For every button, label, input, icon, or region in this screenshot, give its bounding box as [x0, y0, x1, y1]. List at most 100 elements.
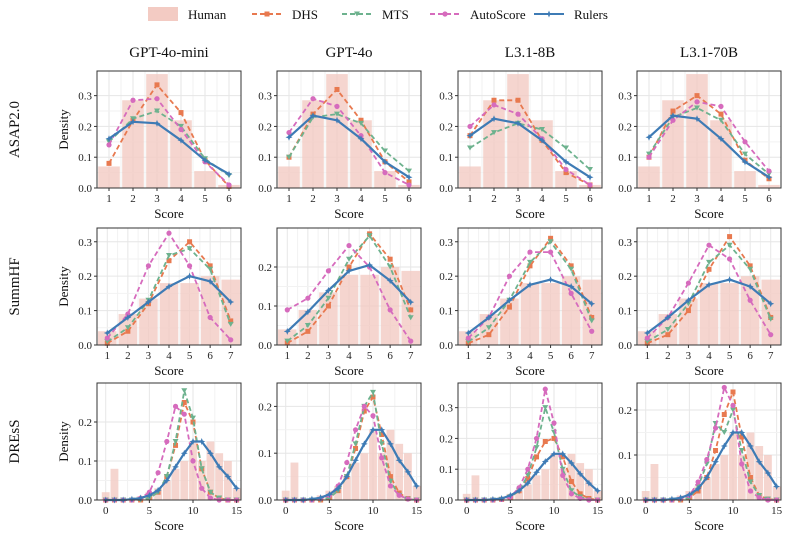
series-point-mts	[166, 253, 172, 259]
y-tick-label: 0.1	[618, 306, 632, 318]
x-tick-label: 2	[125, 350, 131, 362]
series-point-dhs	[387, 256, 393, 262]
series-point-rulers	[103, 329, 111, 337]
y-tick-label: 0.0	[439, 495, 453, 507]
series-point-mts	[407, 315, 414, 321]
series-point-mts	[181, 388, 188, 394]
x-axis-label: Score	[694, 206, 724, 221]
x-tick-label: 2	[665, 350, 671, 362]
y-tick-label: 0.2	[439, 271, 453, 283]
y-axis-label: Density	[56, 109, 71, 150]
x-tick-label: 15	[592, 505, 604, 517]
series-point-dhs	[379, 431, 385, 437]
y-tick-label: 0.0	[258, 340, 272, 352]
series-point-rulers	[559, 450, 567, 458]
series-point-autoscore	[768, 332, 774, 338]
series-point-autoscore	[568, 290, 574, 296]
human-bar	[758, 184, 780, 188]
x-tick-label: 15	[231, 505, 243, 517]
legend-label-dhs: DHS	[292, 7, 318, 22]
series-point-mts	[747, 479, 754, 485]
x-tick-label: 5	[548, 350, 554, 362]
x-tick-label: 1	[467, 193, 473, 205]
series-point-autoscore	[527, 249, 533, 255]
series-point-dhs	[670, 108, 676, 114]
series-point-rulers	[129, 118, 137, 126]
series-line-mts	[288, 113, 410, 172]
series-point-mts	[465, 339, 472, 345]
series-point-autoscore	[646, 154, 652, 160]
human-bar	[576, 463, 585, 500]
series-line-dhs	[645, 391, 777, 501]
series-point-rulers	[515, 487, 523, 495]
series-point-autoscore	[145, 263, 152, 269]
panel-asap2-0-l3-1-70b: 1 2 3 4 5 6 0.0 0.1 0.2 0.3 Score	[618, 70, 782, 221]
series-point-dhs	[568, 479, 574, 485]
human-bar	[471, 475, 480, 500]
y-tick-label: 0.3	[439, 237, 453, 249]
x-tick-label: 10	[549, 505, 561, 517]
series-point-rulers	[645, 133, 653, 141]
series-point-rulers	[317, 494, 325, 502]
x-tick-label: 5	[508, 505, 514, 517]
series-point-rulers	[215, 463, 223, 471]
human-bar	[582, 279, 601, 345]
human-bar	[360, 274, 379, 345]
series-point-autoscore	[726, 256, 733, 262]
human-bar	[541, 283, 560, 345]
series-point-rulers	[153, 119, 161, 127]
series-point-rulers	[489, 495, 497, 503]
x-tick-label: 10	[728, 505, 740, 517]
series-point-dhs	[325, 303, 331, 309]
series-point-rulers	[594, 487, 602, 495]
series-point-autoscore	[387, 307, 393, 313]
series-point-mts	[742, 151, 748, 157]
human-bar	[567, 453, 576, 500]
series-point-mts	[207, 489, 214, 495]
human-bar	[281, 490, 290, 500]
x-tick-label: 10	[188, 505, 200, 517]
series-point-autoscore	[695, 479, 701, 485]
column-title-l3-1-8b: L3.1-8B	[505, 45, 555, 61]
human-bar	[550, 453, 558, 500]
series-point-dhs	[346, 264, 352, 270]
series-point-mts	[346, 256, 352, 262]
x-tick-label: 15	[771, 505, 783, 517]
series-point-mts	[726, 242, 733, 248]
series-line-dhs	[466, 437, 598, 501]
human-bar	[180, 283, 199, 345]
series-point-mts	[286, 154, 292, 160]
series-point-rulers	[352, 456, 360, 464]
series-point-rulers	[386, 277, 394, 285]
x-tick-label: 4	[706, 350, 712, 362]
series-point-rulers	[206, 277, 214, 285]
series-point-dhs	[228, 318, 234, 324]
x-tick-label: 2	[130, 193, 136, 205]
human-bar	[593, 490, 602, 500]
y-tick-label: 0.1	[439, 152, 453, 164]
series-point-rulers	[588, 300, 596, 308]
series-point-mts	[547, 239, 554, 245]
human-bar	[500, 298, 519, 345]
y-tick-label: 0.3	[618, 237, 632, 249]
legend-label-autoscore: AutoScore	[470, 7, 526, 22]
series-point-autoscore	[207, 314, 213, 321]
series-point-dhs	[685, 308, 691, 314]
series-point-dhs	[568, 263, 574, 269]
y-tick-label: 0.1	[258, 152, 272, 164]
series-line-dhs	[288, 88, 410, 183]
y-tick-label: 0.3	[439, 403, 453, 415]
legend-marker-mts	[354, 11, 360, 17]
human-bar	[734, 171, 756, 188]
series-point-rulers	[668, 495, 676, 503]
series-point-mts	[664, 327, 671, 333]
series-point-rulers	[562, 158, 570, 166]
x-tick-label: 4	[358, 193, 364, 205]
x-tick-label: 6	[568, 350, 574, 362]
x-tick-label: 2	[670, 193, 676, 205]
y-tick-label: 0.1	[618, 152, 632, 164]
series-line-dhs	[108, 84, 230, 188]
series-point-rulers	[693, 115, 701, 123]
human-bar	[206, 441, 215, 500]
human-bar	[232, 488, 241, 500]
